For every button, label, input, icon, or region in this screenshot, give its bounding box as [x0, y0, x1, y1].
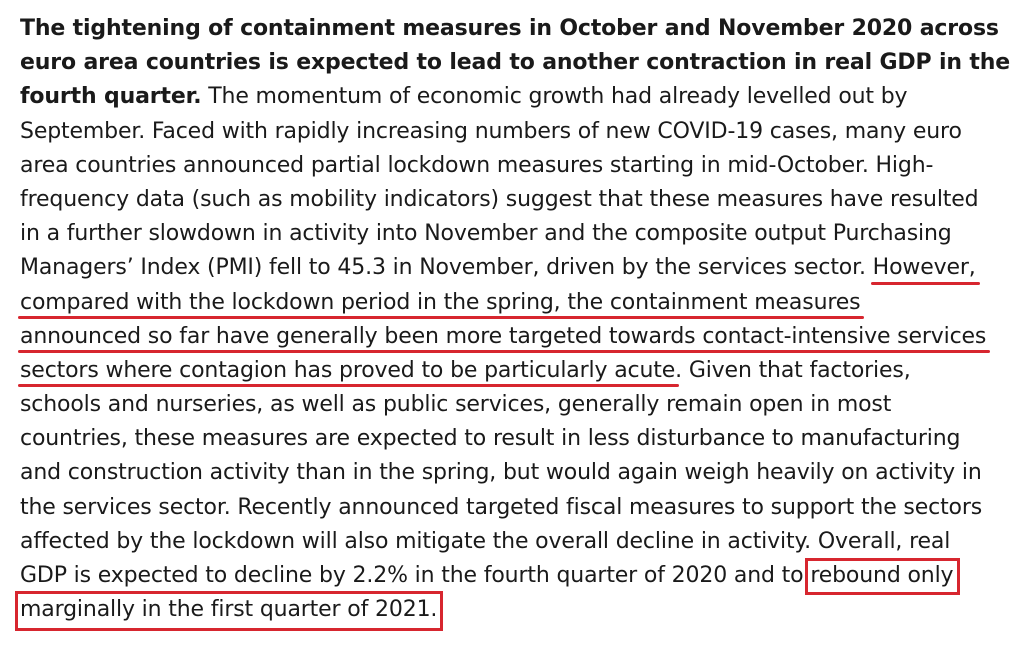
body-text: schools and nurseries, as well as public…: [20, 392, 892, 418]
paragraph-line-8: Managers’ Index (PMI) fell to 45.3 in No…: [20, 251, 1010, 285]
lead-sentence-part-2: euro area countries is expected to lead …: [20, 50, 1011, 76]
body-text: the services sector. Recently announced …: [20, 494, 983, 520]
body-text: and construction activity than in the sp…: [20, 460, 982, 486]
body-text: countries, these measures are expected t…: [20, 426, 961, 452]
underlined-highlight: However,: [870, 251, 980, 285]
paragraph-line-5: area countries announced partial lockdow…: [20, 149, 1010, 183]
paragraph-line-6: frequency data (such as mobility indicat…: [20, 183, 1010, 217]
body-text: Managers’ Index (PMI) fell to 45.3 in No…: [20, 255, 873, 281]
paragraph-line-9: compared with the lockdown period in the…: [17, 286, 1010, 320]
body-text: area countries announced partial lockdow…: [20, 152, 934, 178]
body-text: affected by the lockdown will also mitig…: [20, 528, 951, 554]
paragraph-line-1: The tightening of containment measures i…: [20, 12, 1010, 46]
body-text: . Given that factories,: [675, 357, 911, 383]
underlined-highlight: compared with the lockdown period in the…: [17, 286, 865, 320]
paragraph-line-2: euro area countries is expected to lead …: [20, 46, 1010, 80]
body-text: frequency data (such as mobility indicat…: [20, 186, 979, 212]
boxed-highlight-text: rebound only: [810, 563, 954, 588]
paragraph-line-18: marginally in the first quarter of 2021.: [15, 591, 1010, 632]
lead-sentence-part-1: The tightening of containment measures i…: [20, 16, 999, 41]
paragraph-line-17: GDP is expected to decline by 2.2% in th…: [20, 558, 1010, 596]
boxed-highlight-text: marginally in the first quarter of 2021.: [20, 597, 438, 623]
paragraph-line-7: in a further slowdown in activity into N…: [20, 217, 1010, 251]
paragraph-line-10: announced so far have generally been mor…: [17, 320, 1010, 354]
paragraph-line-3: fourth quarter. The momentum of economic…: [20, 80, 1010, 114]
lead-sentence-part-3: fourth quarter.: [20, 84, 202, 110]
boxed-highlight: marginally in the first quarter of 2021.: [15, 591, 444, 632]
body-text: GDP is expected to decline by 2.2% in th…: [20, 563, 811, 588]
paragraph-line-4: September. Faced with rapidly increasing…: [20, 115, 1010, 149]
underlined-highlight: sectors where contagion has proved to be…: [17, 354, 680, 388]
body-text: The momentum of economic growth had alre…: [201, 84, 908, 110]
paragraph-line-13: countries, these measures are expected t…: [20, 422, 1010, 456]
underlined-highlight: announced so far have generally been mor…: [17, 320, 991, 354]
paragraph-line-16: affected by the lockdown will also mitig…: [20, 525, 1010, 559]
paragraph-line-12: schools and nurseries, as well as public…: [20, 388, 1010, 422]
paragraph-line-14: and construction activity than in the sp…: [20, 456, 1010, 490]
body-text: September. Faced with rapidly increasing…: [20, 118, 962, 144]
paragraph-line-15: the services sector. Recently announced …: [20, 491, 1010, 525]
body-text: in a further slowdown in activity into N…: [20, 221, 952, 247]
paragraph-line-11: sectors where contagion has proved to be…: [17, 354, 1010, 388]
document-page: The tightening of containment measures i…: [15, 12, 1010, 632]
boxed-highlight: rebound only: [805, 558, 961, 596]
red-box-annotation: [805, 558, 961, 596]
red-box-annotation: [15, 591, 444, 632]
